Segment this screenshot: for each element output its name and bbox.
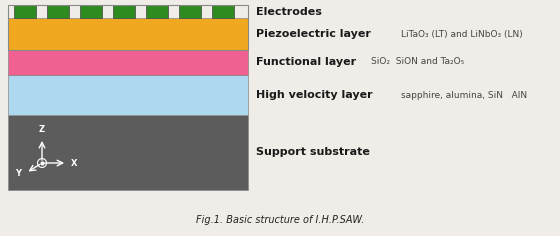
Bar (14, 5, 36, 18)
Text: LiTaO₃ (LT) and LiNbO₃ (LN): LiTaO₃ (LT) and LiNbO₃ (LN) (401, 30, 522, 38)
Bar (212, 5, 234, 18)
Bar (146, 5, 168, 18)
Bar (113, 5, 135, 18)
Text: Z: Z (39, 125, 45, 134)
Bar (179, 5, 201, 18)
Text: X: X (71, 159, 77, 168)
Bar (47, 5, 69, 18)
Text: Fig.1. Basic structure of I.H.P.SAW.: Fig.1. Basic structure of I.H.P.SAW. (196, 215, 364, 225)
Bar (8, 75, 248, 115)
Bar (8, 18, 248, 50)
Text: Functional layer: Functional layer (256, 57, 356, 67)
Text: High velocity layer: High velocity layer (256, 90, 372, 100)
Bar (80, 5, 102, 18)
Text: Support substrate: Support substrate (256, 147, 370, 157)
Bar (8, 115, 248, 190)
Text: SiO₂  SiON and Ta₂O₅: SiO₂ SiON and Ta₂O₅ (371, 58, 464, 67)
Text: sapphire, alumina, SiN   AlN: sapphire, alumina, SiN AlN (401, 90, 527, 100)
Text: Electrodes: Electrodes (256, 7, 322, 17)
Bar (8, 5, 248, 50)
Text: Y: Y (15, 169, 21, 177)
Bar (8, 50, 248, 75)
Text: Piezoelectric layer: Piezoelectric layer (256, 29, 371, 39)
